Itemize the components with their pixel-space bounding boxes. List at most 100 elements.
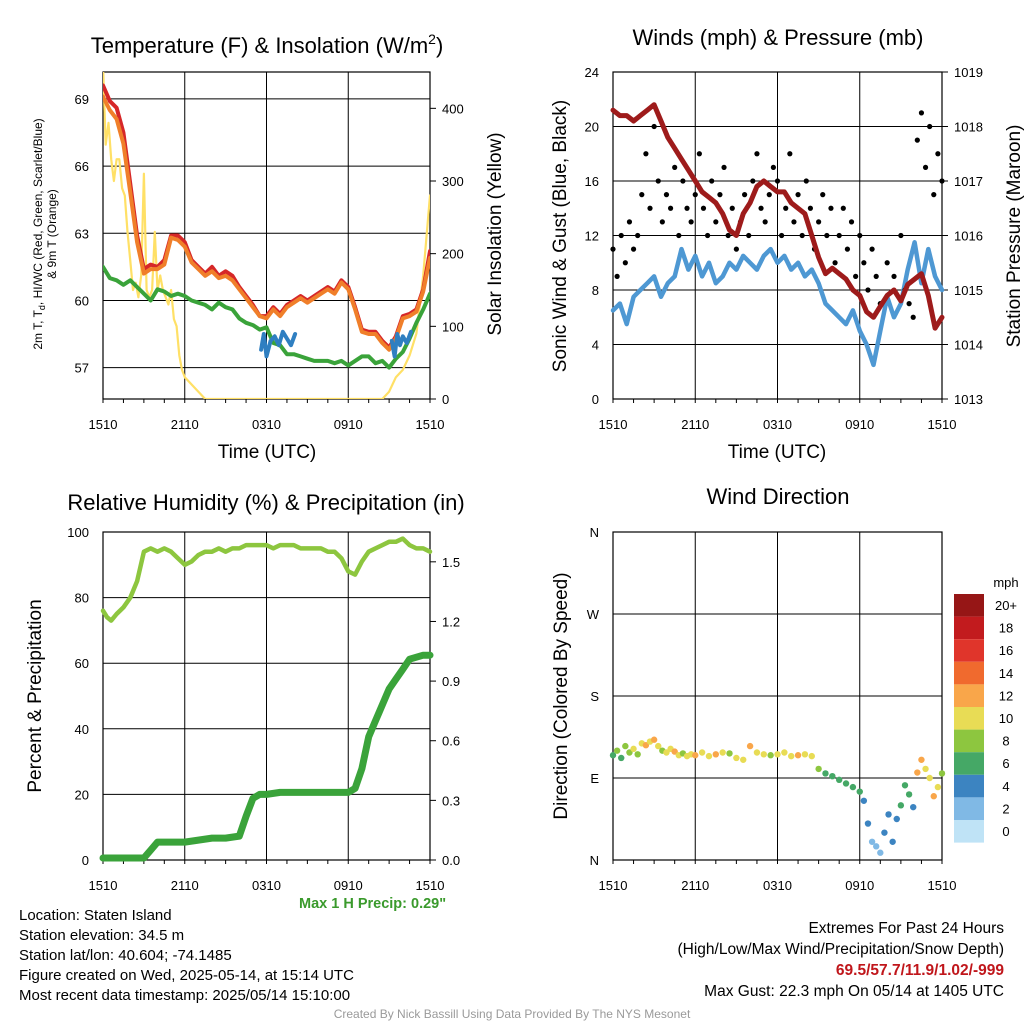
direction-panel-title: Wind Direction [706, 484, 849, 509]
temperature-ytick-label: 60 [75, 293, 89, 308]
temperature-xtick-label: 2110 [171, 417, 199, 432]
gust-point [700, 205, 707, 211]
direction-xtick-label: 1510 [928, 878, 957, 893]
winds-ytick-label: 16 [585, 174, 599, 189]
gust-point [692, 192, 698, 198]
gust-point [688, 219, 694, 225]
gust-point [848, 219, 855, 225]
extremes-description: (High/Low/Max Wind/Precipitation/Snow De… [677, 941, 1005, 958]
humidity-ylabel-left: Percent & Precipitation [25, 599, 46, 792]
plots-layer: 1510 2110 0310 0910 151057606366690100200300… [67, 65, 1017, 893]
direction-point [934, 783, 942, 791]
gust-point [667, 205, 674, 211]
gust-point [684, 205, 690, 211]
temperature-series-line [103, 94, 430, 352]
direction-xtick-label: 1510 [599, 878, 628, 893]
gust-point [873, 273, 879, 279]
gust-point [844, 246, 851, 252]
location-text: Location: Staten Island [19, 907, 172, 924]
temperature-ylabel-left: 2m T, Td, HI/WC (Red, Green, Scarlet/Blu… [31, 118, 47, 349]
direction-point [815, 765, 822, 773]
direction-point [849, 783, 857, 791]
gust-point [927, 123, 933, 130]
humidity-ytick-label: 80 [75, 591, 89, 606]
gust-point [717, 192, 723, 198]
gust-point [733, 246, 739, 252]
direction-point [835, 776, 843, 784]
gust-point [766, 192, 772, 198]
direction-point [746, 742, 754, 750]
humidity-xtick-label: 0910 [334, 878, 363, 893]
gust-point [770, 164, 776, 170]
direction-point [808, 752, 815, 760]
direction-point [881, 829, 888, 836]
speed-legend-label: 4 [1002, 779, 1009, 794]
speed-legend-label: 2 [1002, 801, 1009, 816]
winds-y2tick-label: 1019 [954, 65, 983, 80]
gust-point [828, 205, 834, 211]
winds-ytick-label: 12 [585, 229, 599, 244]
gust-point [635, 232, 641, 239]
gust-point [651, 123, 657, 130]
speed-legend-label: 10 [999, 711, 1013, 726]
gust-point [626, 219, 633, 225]
gust-point [742, 192, 748, 198]
gust-point [836, 232, 842, 239]
gust-point [861, 260, 867, 266]
winds-ytick-label: 20 [585, 120, 599, 135]
winds-ylabel-right: Station Pressure (Maroon) [1004, 125, 1024, 348]
direction-point [788, 752, 795, 760]
speed-legend-label: 8 [1002, 734, 1009, 749]
gust-point [807, 205, 814, 211]
gust-point [918, 110, 925, 116]
direction-point [642, 742, 650, 749]
direction-point [705, 752, 713, 760]
direction-point [822, 770, 829, 777]
direction-point [905, 791, 913, 798]
speed-legend-label: 12 [999, 688, 1013, 703]
precipitation-line [99, 651, 434, 862]
gust-point [779, 232, 785, 239]
speed-legend-label: 0 [1002, 824, 1009, 839]
direction-point [613, 747, 621, 754]
humidity-line [100, 536, 433, 623]
temperature-series-line [259, 329, 298, 359]
humidity-y2tick-label: 0.9 [442, 674, 460, 689]
gust-point [791, 219, 797, 225]
gust-point [655, 178, 661, 184]
direction-point [926, 774, 933, 782]
gust-point [643, 151, 649, 157]
winds-xtick-label: 2110 [681, 417, 709, 432]
direction-point [698, 749, 706, 756]
gust-point [754, 151, 760, 157]
gust-point [891, 273, 897, 279]
gust-point [939, 178, 945, 184]
gust-point [857, 232, 863, 239]
winds-frame [612, 71, 943, 400]
temperature-series-group [103, 72, 430, 399]
gust-point [774, 178, 781, 184]
temperature-ytick-label: 63 [75, 226, 89, 241]
direction-point [873, 843, 880, 850]
direction-point [938, 770, 946, 777]
gust-point [630, 246, 637, 252]
humidity-y2tick-label: 1.5 [442, 555, 460, 570]
temperature-y2tick-label: 400 [442, 101, 464, 116]
direction-ytick-label: W [587, 607, 600, 622]
direction-point [930, 793, 937, 800]
direction-point [829, 772, 836, 780]
direction-point [655, 742, 662, 750]
gust-point [762, 219, 768, 225]
latlon-text: Station lat/lon: 40.604; -74.1485 [19, 947, 232, 964]
winds-ytick-label: 0 [592, 392, 599, 407]
direction-point [692, 752, 699, 759]
gust-point [680, 178, 686, 184]
speed-legend-label: 16 [999, 643, 1013, 658]
gust-point [610, 246, 616, 252]
speed-legend-label: 18 [999, 621, 1013, 636]
direction-point [618, 754, 625, 762]
winds-ytick-label: 24 [585, 65, 599, 80]
direction-point [914, 769, 921, 776]
humidity-y2tick-label: 1.2 [442, 614, 460, 629]
